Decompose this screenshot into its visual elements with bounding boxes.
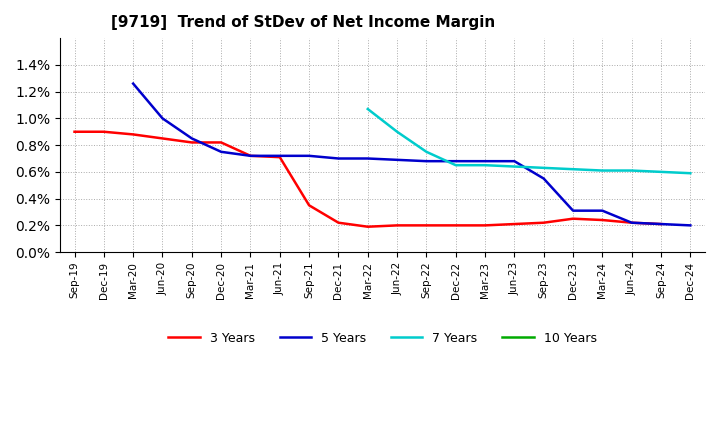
5 Years	[334, 156, 343, 161]
7 Years	[451, 162, 460, 168]
3 Years	[217, 140, 225, 145]
3 Years	[393, 223, 402, 228]
3 Years	[276, 154, 284, 160]
5 Years	[686, 223, 695, 228]
3 Years	[129, 132, 138, 137]
5 Years	[422, 158, 431, 164]
7 Years	[627, 168, 636, 173]
7 Years	[539, 165, 548, 171]
3 Years	[305, 203, 313, 208]
3 Years	[598, 217, 607, 223]
5 Years	[187, 136, 196, 141]
7 Years	[686, 171, 695, 176]
3 Years	[246, 153, 255, 158]
Line: 5 Years: 5 Years	[133, 84, 690, 225]
7 Years	[422, 149, 431, 154]
3 Years	[657, 221, 665, 227]
5 Years	[158, 116, 167, 121]
Legend: 3 Years, 5 Years, 7 Years, 10 Years: 3 Years, 5 Years, 7 Years, 10 Years	[163, 327, 601, 350]
3 Years	[99, 129, 108, 134]
3 Years	[539, 220, 548, 225]
5 Years	[481, 158, 490, 164]
3 Years	[70, 129, 78, 134]
7 Years	[481, 162, 490, 168]
5 Years	[510, 158, 518, 164]
3 Years	[627, 220, 636, 225]
5 Years	[129, 81, 138, 86]
5 Years	[217, 149, 225, 154]
7 Years	[598, 168, 607, 173]
3 Years	[422, 223, 431, 228]
5 Years	[393, 157, 402, 162]
7 Years	[510, 164, 518, 169]
5 Years	[627, 220, 636, 225]
3 Years	[158, 136, 167, 141]
7 Years	[657, 169, 665, 175]
3 Years	[481, 223, 490, 228]
Line: 7 Years: 7 Years	[368, 109, 690, 173]
5 Years	[569, 208, 577, 213]
3 Years	[569, 216, 577, 221]
7 Years	[364, 106, 372, 112]
5 Years	[598, 208, 607, 213]
5 Years	[276, 153, 284, 158]
3 Years	[187, 140, 196, 145]
7 Years	[393, 129, 402, 134]
3 Years	[510, 221, 518, 227]
3 Years	[364, 224, 372, 229]
5 Years	[364, 156, 372, 161]
5 Years	[246, 153, 255, 158]
3 Years	[451, 223, 460, 228]
Text: [9719]  Trend of StDev of Net Income Margin: [9719] Trend of StDev of Net Income Marg…	[112, 15, 495, 30]
Line: 3 Years: 3 Years	[74, 132, 661, 227]
3 Years	[334, 220, 343, 225]
7 Years	[569, 167, 577, 172]
5 Years	[539, 176, 548, 181]
5 Years	[451, 158, 460, 164]
5 Years	[657, 221, 665, 227]
5 Years	[305, 153, 313, 158]
